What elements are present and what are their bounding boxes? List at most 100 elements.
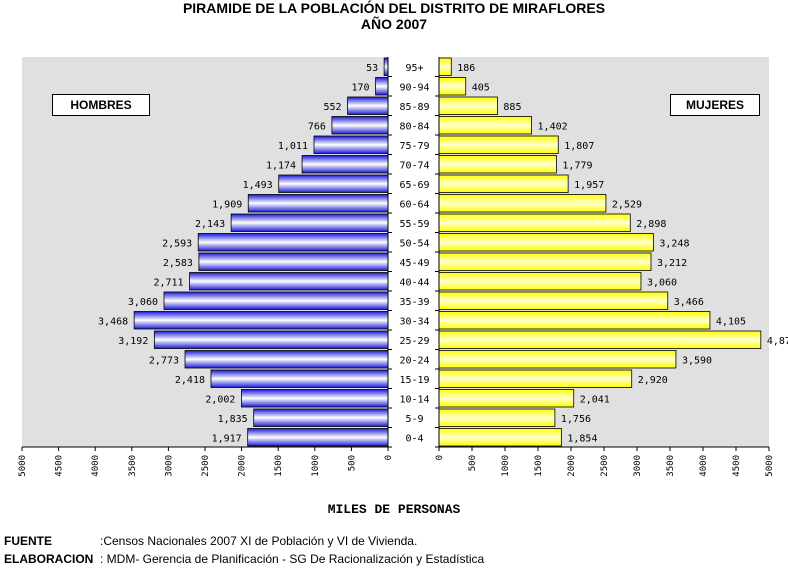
male-bar-45-49 [198,252,389,271]
female-bar-85-89 [438,96,498,115]
female-bar-50-54 [438,233,654,252]
left-x-tick-label: 4000 [91,455,101,477]
female-value-label: 2,920 [638,375,668,386]
age-group-label: 5-9 [405,414,423,425]
left-x-tick-label: 5000 [18,455,28,477]
left-x-tick-label: 3000 [164,455,174,477]
female-bar-30-34 [438,311,711,330]
female-value-label: 3,212 [657,258,687,269]
age-group-label: 0-4 [405,433,423,444]
female-bar-20-24 [438,350,677,369]
age-group-label: 30-34 [399,316,429,327]
female-value-label: 405 [472,82,490,93]
age-group-label: 10-14 [399,394,429,405]
male-bar-55-59 [230,213,389,232]
legend-mujeres: MUJERES [670,94,760,116]
male-value-label: 552 [324,102,342,113]
footer-elaboracion-text: : MDM- Gerencia de Planificación - SG De… [100,552,485,566]
age-group-label: 45-49 [399,258,429,269]
female-value-label: 1,854 [567,433,597,444]
female-bar-95+ [438,57,452,76]
left-x-tick-label: 4500 [55,455,65,477]
male-bar-70-74 [301,155,389,174]
population-pyramid: 0500100015002000250030003500400045005000… [18,57,788,477]
female-value-label: 885 [503,102,521,113]
male-bar-85-89 [347,96,389,115]
female-bar-75-79 [438,135,559,154]
right-x-tick-label: 0 [435,455,445,460]
right-x-tick-label: 1500 [534,455,544,477]
age-group-label: 65-69 [399,180,429,191]
female-bar-5-9 [438,408,556,427]
male-bar-20-24 [184,350,389,369]
right-x-tick-label: 3500 [666,455,676,477]
female-value-label: 3,466 [674,297,704,308]
left-x-tick-label: 3500 [128,455,138,477]
female-value-label: 3,590 [682,355,712,366]
x-axis-label: MILES DE PERSONAS [327,502,461,517]
male-bar-30-34 [133,311,389,330]
female-bar-35-39 [438,291,669,310]
female-bar-45-49 [438,252,652,271]
male-value-label: 1,011 [278,141,308,152]
age-group-label: 85-89 [399,102,429,113]
male-value-label: 2,593 [162,238,192,249]
male-value-label: 1,835 [218,414,248,425]
female-bar-60-64 [438,194,607,213]
male-value-label: 1,909 [212,199,242,210]
male-value-label: 3,468 [98,316,128,327]
male-bar-75-79 [313,135,389,154]
right-x-tick-label: 2500 [600,455,610,477]
male-value-label: 53 [366,63,378,74]
left-x-tick-label: 1000 [311,455,321,477]
male-bar-80-84 [331,116,389,135]
male-value-label: 170 [351,82,369,93]
male-value-label: 1,917 [212,433,242,444]
female-value-label: 186 [457,63,475,74]
female-bar-65-69 [438,174,569,193]
male-bar-10-14 [241,389,389,408]
right-x-tick-label: 2000 [567,455,577,477]
female-bar-80-84 [438,116,532,135]
male-bar-40-44 [189,272,389,291]
left-x-tick-label: 500 [347,455,357,471]
male-bar-5-9 [253,408,389,427]
female-bar-55-59 [438,213,631,232]
female-value-label: 3,060 [647,277,677,288]
right-x-tick-label: 5000 [765,455,775,477]
male-value-label: 766 [308,121,326,132]
male-value-label: 1,174 [266,160,296,171]
left-x-tick-label: 1500 [274,455,284,477]
female-value-label: 3,248 [659,238,689,249]
chart-title-line2: AÑO 2007 [360,16,428,32]
right-x-tick-label: 4500 [732,455,742,477]
footer-fuente-text: :Censos Nacionales 2007 XI de Población … [100,534,418,548]
male-value-label: 3,192 [118,336,148,347]
right-x-tick-label: 500 [468,455,478,471]
female-value-label: 1,957 [574,180,604,191]
age-group-label: 50-54 [399,238,429,249]
male-value-label: 2,002 [205,394,235,405]
male-bar-95+ [383,57,389,76]
male-value-label: 2,711 [153,277,183,288]
female-bar-25-29 [438,330,762,349]
legend-hombres: HOMBRES [52,94,150,116]
male-value-label: 2,773 [149,355,179,366]
male-value-label: 2,583 [163,258,193,269]
male-bar-15-19 [210,369,389,388]
left-x-tick-label: 0 [384,455,394,460]
right-x-tick-label: 4000 [699,455,709,477]
elaboracion-label: ELABORACION [4,552,94,566]
female-value-label: 2,529 [612,199,642,210]
female-value-label: 1,779 [562,160,592,171]
male-value-label: 1,493 [243,180,273,191]
female-bar-15-19 [438,369,633,388]
female-value-label: 2,898 [636,219,666,230]
female-bar-70-74 [438,155,557,174]
fuente-label: FUENTE [4,534,52,548]
age-group-label: 95+ [405,63,423,74]
right-x-tick-label: 1000 [501,455,511,477]
age-group-label: 25-29 [399,336,429,347]
female-value-label: 2,041 [580,394,610,405]
